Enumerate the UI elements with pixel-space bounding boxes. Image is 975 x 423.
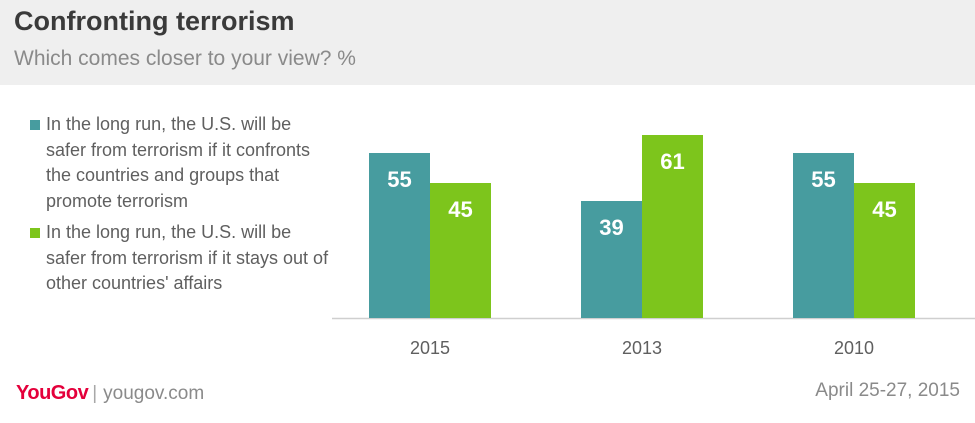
legend-swatch-stay-out [30,228,40,238]
data-label-2010-series-1: 55 [811,167,835,192]
legend-label-stay-out: In the long run, the U.S. will be safer … [46,222,329,293]
bar-2010-series-2 [854,183,915,318]
data-label-2015-series-2: 45 [448,197,472,222]
legend-swatch-confront [30,120,40,130]
chart-subtitle: Which comes closer to your view? % [14,47,356,70]
data-label-2013-series-1: 39 [599,215,623,240]
footer-date: April 25-27, 2015 [815,380,960,401]
data-label-2010-series-2: 45 [872,197,896,222]
bar-2015-series-1 [369,153,430,318]
x-tick-label-2015: 2015 [410,338,450,358]
legend-item-stay-out: In the long run, the U.S. will be safer … [30,220,330,297]
legend-item-confront: In the long run, the U.S. will be safer … [30,112,330,214]
yougov-logo: YouGov [16,382,89,404]
legend-label-confront: In the long run, the U.S. will be safer … [46,114,311,211]
data-label-2015-series-1: 55 [387,167,411,192]
bar-2015-series-2 [430,183,491,318]
bar-2013-series-1 [581,201,642,318]
bar-2010-series-1 [793,153,854,318]
footer-brand: YouGov | yougov.com [16,382,204,405]
chart-title: Confronting terrorism [14,6,295,36]
x-tick-label-2013: 2013 [622,338,662,358]
legend: In the long run, the U.S. will be safer … [30,112,330,303]
footer-separator: | [92,383,98,404]
header-band: Confronting terrorism Which comes closer… [0,0,975,85]
x-tick-label-2010: 2010 [834,338,874,358]
bar-2013-series-2 [642,135,703,318]
footer-site: yougov.com [103,383,205,404]
data-label-2013-series-2: 61 [660,149,684,174]
